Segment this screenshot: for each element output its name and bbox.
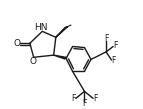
Text: F: F	[113, 41, 117, 50]
Text: F: F	[112, 56, 116, 65]
Text: F: F	[71, 94, 76, 103]
Text: F: F	[82, 99, 87, 108]
Text: O: O	[13, 39, 20, 48]
Text: HN: HN	[34, 23, 48, 32]
Text: O: O	[30, 57, 37, 66]
Text: F: F	[93, 94, 98, 103]
Text: F: F	[104, 34, 109, 43]
Polygon shape	[56, 27, 68, 37]
Polygon shape	[54, 55, 67, 59]
